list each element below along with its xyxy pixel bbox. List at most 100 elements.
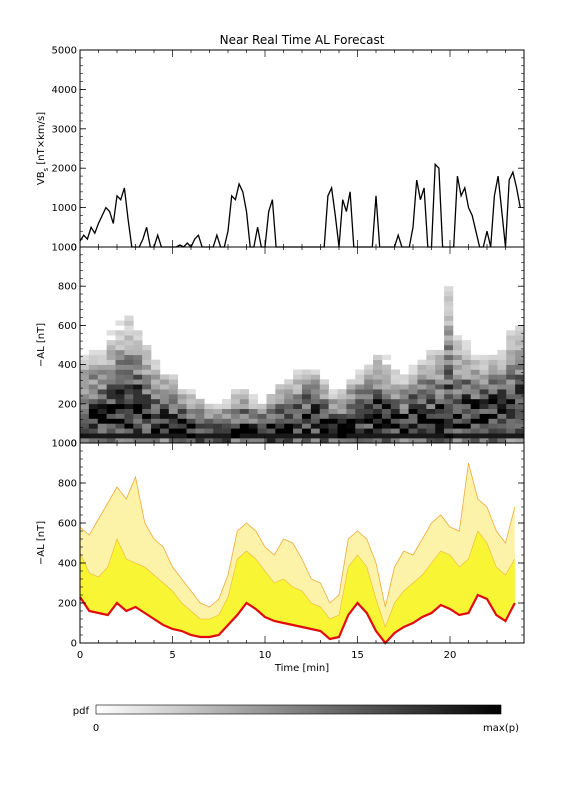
pdf-heatmap-cell: [452, 364, 463, 370]
pdf-heatmap-cell: [222, 428, 232, 434]
pdf-heatmap-cell: [133, 438, 143, 444]
pdf-heatmap-cell: [435, 374, 445, 380]
pdf-heatmap-cell: [239, 403, 250, 409]
pdf-heatmap-cell: [195, 403, 205, 409]
pdf-heatmap-cell: [186, 413, 196, 419]
pdf-heatmap-cell: [159, 418, 170, 424]
pdf-heatmap-cell: [319, 384, 329, 390]
pdf-heatmap-cell: [346, 398, 356, 405]
pdf-heatmap-cell: [106, 418, 116, 424]
pdf-heatmap-cell: [115, 389, 125, 395]
pdf-heatmap-cell: [97, 438, 107, 444]
pdf-heatmap-cell: [373, 389, 383, 395]
chart-title: Near Real Time AL Forecast: [220, 33, 385, 47]
pdf-heatmap-cell: [230, 403, 241, 409]
pdf-heatmap-cell: [328, 438, 338, 444]
y-tick-label: 800: [58, 282, 77, 293]
pdf-heatmap-cell: [426, 438, 436, 444]
pdf-heatmap-cell: [248, 413, 258, 419]
pdf-heatmap-cell: [151, 418, 161, 424]
pdf-heatmap-cell: [151, 379, 161, 385]
pdf-heatmap-cell: [222, 438, 232, 444]
pdf-heatmap-cell: [328, 418, 338, 424]
pdf-heatmap-cell: [222, 413, 232, 419]
pdf-heatmap-cell: [239, 438, 250, 444]
pdf-heatmap-cell: [204, 438, 214, 444]
pdf-heatmap-cell: [488, 418, 498, 424]
forecast-outer-envelope: [79, 462, 516, 608]
pdf-heatmap-cell: [230, 389, 241, 395]
pdf-heatmap-cell: [97, 389, 107, 395]
pdf-heatmap-cell: [80, 398, 90, 405]
pdf-heatmap-cell: [452, 335, 463, 341]
pdf-heatmap-cell: [293, 369, 303, 375]
pdf-heatmap-cell: [88, 438, 99, 444]
pdf-heatmap-cell: [452, 418, 463, 424]
pdf-heatmap-cell: [284, 413, 294, 419]
pdf-heatmap-cell: [444, 384, 454, 390]
pdf-heatmap-cell: [364, 389, 374, 395]
pdf-heatmap-cell: [284, 394, 294, 400]
pdf-heatmap-cell: [488, 403, 498, 409]
pdf-heatmap-cell: [97, 423, 107, 429]
pdf-heatmap-cell: [106, 423, 116, 429]
pdf-heatmap-cell: [115, 364, 125, 370]
y-tick-label: 0: [71, 439, 77, 450]
pdf-heatmap-cell: [488, 408, 498, 414]
pdf-heatmap-cell: [88, 428, 99, 434]
pdf-heatmap-cell: [133, 374, 143, 380]
pdf-heatmap-cell: [213, 423, 223, 429]
pdf-heatmap-cell: [346, 423, 356, 429]
pdf-heatmap-cell: [506, 335, 516, 341]
pdf-heatmap-cell: [479, 359, 489, 365]
pdf-heatmap-cell: [80, 403, 90, 409]
pdf-heatmap-cell: [124, 433, 134, 439]
pdf-heatmap-cell: [479, 369, 489, 375]
pdf-heatmap-cell: [106, 438, 116, 444]
pdf-heatmap-cell: [479, 379, 489, 385]
pdf-heatmap-cell: [506, 403, 516, 409]
pdf-heatmap-cell: [275, 438, 285, 444]
pdf-heatmap-cell: [124, 315, 134, 321]
pdf-heatmap-cell: [168, 408, 178, 414]
pdf-heatmap-cell: [142, 433, 152, 439]
y-tick-label: 400: [58, 559, 77, 570]
pdf-heatmap-cell: [302, 398, 312, 405]
pdf-heatmap-cell: [426, 423, 436, 429]
pdf-heatmap-cell: [346, 433, 356, 439]
pdf-heatmap-cell: [381, 364, 392, 370]
pdf-heatmap-cell: [124, 359, 134, 365]
pdf-heatmap-cell: [151, 423, 161, 429]
pdf-heatmap-cell: [408, 418, 418, 424]
pdf-heatmap-cell: [452, 398, 463, 405]
pdf-heatmap-cell: [328, 408, 338, 414]
pdf-heatmap-cell: [88, 384, 99, 390]
pdf-heatmap-cell: [452, 428, 463, 434]
pdf-heatmap-cell: [124, 345, 134, 351]
pdf-heatmap-cell: [364, 369, 374, 375]
pdf-heatmap-cell: [408, 423, 418, 429]
pdf-heatmap-cell: [435, 408, 445, 414]
pdf-heatmap-cell: [124, 389, 134, 395]
pdf-heatmap-cell: [124, 413, 134, 419]
pdf-heatmap-cell: [124, 325, 134, 331]
pdf-heatmap-cell: [506, 364, 516, 370]
pdf-heatmap-cell: [444, 438, 454, 444]
pdf-heatmap-cell: [97, 418, 107, 424]
pdf-heatmap-cell: [151, 403, 161, 409]
y-tick-label: 0: [71, 639, 77, 650]
pdf-heatmap-cell: [204, 418, 214, 424]
pdf-heatmap-cell: [337, 428, 347, 434]
pdf-heatmap-cell: [266, 394, 276, 400]
pdf-heatmap-cell: [452, 403, 463, 409]
pdf-heatmap-cell: [293, 438, 303, 444]
pdf-heatmap-cell: [346, 389, 356, 395]
pdf-heatmap-cell: [461, 428, 472, 434]
pdf-heatmap-cell: [444, 335, 454, 341]
pdf-heatmap-cell: [186, 394, 196, 400]
pdf-heatmap-cell: [399, 403, 409, 409]
pdf-heatmap-cell: [506, 359, 516, 365]
pdf-heatmap-cell: [381, 418, 392, 424]
pdf-heatmap-cell: [444, 325, 454, 331]
pdf-heatmap-cell: [97, 359, 107, 365]
